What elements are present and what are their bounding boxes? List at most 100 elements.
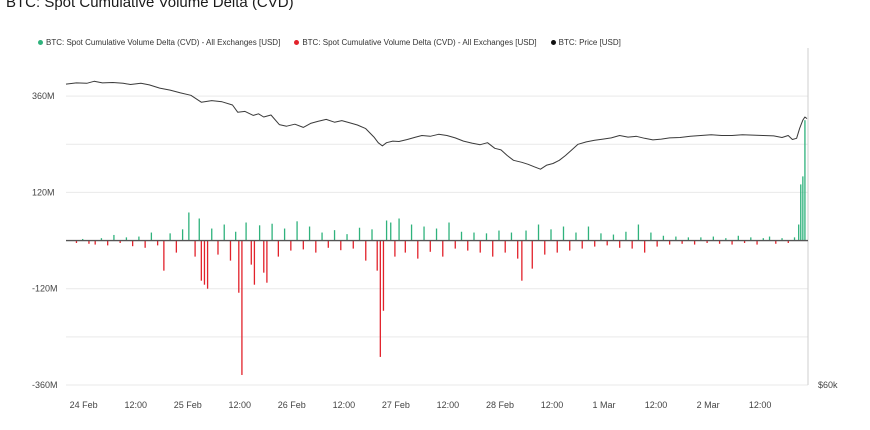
legend-item-cvd-positive[interactable]: BTC: Spot Cumulative Volume Delta (CVD) … (38, 38, 280, 47)
cvd-bar-positive (358, 227, 361, 241)
cvd-bar-positive (346, 234, 348, 241)
x-tick-label: 12:00 (229, 400, 252, 410)
cvd-bar-positive (198, 218, 200, 241)
x-tick-label: 24 Feb (70, 400, 98, 410)
cvd-bar-positive (398, 218, 400, 241)
x-tick-label: 12:00 (749, 400, 772, 410)
x-tick-label: 25 Feb (174, 400, 202, 410)
cvd-bar-positive (371, 229, 373, 241)
x-tick-label: 12:00 (437, 400, 460, 410)
x-tick-label: 28 Feb (486, 400, 514, 410)
y-tick-label: 360M (32, 91, 55, 101)
cvd-bar-positive (600, 233, 602, 241)
legend-label-cvd-negative: BTC: Spot Cumulative Volume Delta (CVD) … (302, 38, 537, 47)
cvd-bar-positive (562, 226, 565, 241)
legend-item-cvd-negative[interactable]: BTC: Spot Cumulative Volume Delta (CVD) … (294, 38, 537, 47)
cvd-bar-positive (537, 224, 540, 241)
cvd-bar-negative (756, 240, 758, 245)
cvd-bar-negative (775, 240, 777, 244)
cvd-bar-negative (454, 240, 456, 249)
cvd-bar-negative (681, 240, 683, 244)
cvd-bar-positive (525, 230, 527, 241)
chart-title: BTC: Spot Cumulative Volume Delta (CVD) (6, 0, 294, 11)
x-tick-label: 26 Feb (278, 400, 306, 410)
x-tick-label: 12:00 (124, 400, 147, 410)
cvd-bar-negative (132, 240, 134, 247)
cvd-bar-negative (203, 240, 206, 285)
cvd-bar-negative (352, 240, 354, 249)
cvd-bar-negative (668, 240, 671, 245)
legend-item-price[interactable]: BTC: Price [USD] (550, 38, 621, 47)
legend-dot-black (550, 40, 556, 45)
cvd-bar-positive (211, 228, 213, 241)
cvd-bar-positive (410, 224, 413, 241)
cvd-bar-negative (94, 240, 96, 245)
cvd-bar-negative (327, 240, 329, 248)
cvd-bar-positive (390, 222, 392, 241)
x-tick-label: 1 Mar (593, 400, 616, 410)
cvd-bar-negative (544, 240, 546, 255)
cvd-bar-negative (504, 240, 506, 253)
cvd-bar-positive (510, 232, 513, 241)
cvd-bar-negative (706, 240, 708, 243)
cvd-bar-positive (138, 236, 140, 241)
cvd-bar-positive (587, 226, 590, 241)
cvd-bar-positive (125, 237, 128, 241)
y-tick-label: -360M (32, 380, 58, 390)
cvd-bar-negative (731, 240, 733, 245)
cvd-bar-negative (606, 240, 608, 246)
cvd-bar-negative (521, 240, 523, 281)
cvd-bar-positive (473, 232, 475, 241)
cvd-bar-negative (442, 240, 444, 257)
cvd-bar-positive (662, 235, 665, 241)
x-tick-label: 12:00 (333, 400, 356, 410)
cvd-bar-positive (296, 221, 298, 241)
cvd-bar-positive (768, 236, 771, 241)
cvd-bar-positive (550, 229, 552, 241)
cvd-bar-negative (693, 240, 696, 245)
cvd-bar-positive (793, 237, 796, 241)
cvd-bar-negative (644, 240, 646, 253)
cvd-bar-negative (206, 240, 209, 289)
cvd-bar-positive (637, 224, 640, 241)
cvd-bar-negative (743, 240, 746, 243)
cvd-bar-negative (376, 240, 378, 271)
cvd-bar-negative (241, 240, 243, 375)
cvd-bar-negative (556, 240, 558, 253)
cvd-bar-negative (107, 240, 109, 246)
cvd-bar-negative (718, 240, 721, 244)
cvd-bar-positive (423, 226, 425, 241)
cvd-bar-negative (75, 240, 78, 243)
cvd-bar-negative (492, 240, 494, 257)
y-tick-label: -120M (32, 284, 58, 294)
cvd-bar-negative (253, 240, 256, 285)
cvd-bar-negative (88, 240, 90, 244)
cvd-bar-positive (750, 237, 752, 241)
x-tick-label: 12:00 (645, 400, 668, 410)
cvd-bar-negative (404, 240, 406, 253)
cvd-bar-negative (194, 240, 196, 257)
cvd-bar-negative (277, 240, 279, 257)
cvd-bar-negative (379, 240, 381, 357)
cvd-bar-negative (200, 240, 202, 281)
cvd-bar-positive (804, 120, 806, 241)
cvd-bar-negative (156, 240, 159, 246)
cvd-bar-negative (787, 240, 789, 243)
cvd-bar-positive (435, 228, 438, 241)
cvd-bar-positive (169, 233, 171, 241)
cvd-bar-positive (762, 238, 764, 241)
cvd-bar-negative (394, 240, 396, 257)
cvd-bar-negative (302, 240, 304, 250)
cvd-bar-positive (245, 222, 247, 241)
cvd-bar-negative (119, 240, 121, 243)
cvd-bar-negative (467, 240, 469, 251)
cvd-bar-positive (781, 238, 783, 241)
cvd-bar-positive (283, 228, 286, 241)
cvd-bar-negative (340, 240, 342, 251)
cvd-bar-negative (263, 240, 265, 273)
cvd-bar-positive (687, 237, 690, 241)
cvd-bar-positive (498, 230, 500, 241)
x-tick-label: 2 Mar (697, 400, 720, 410)
cvd-bar-positive (725, 238, 727, 241)
